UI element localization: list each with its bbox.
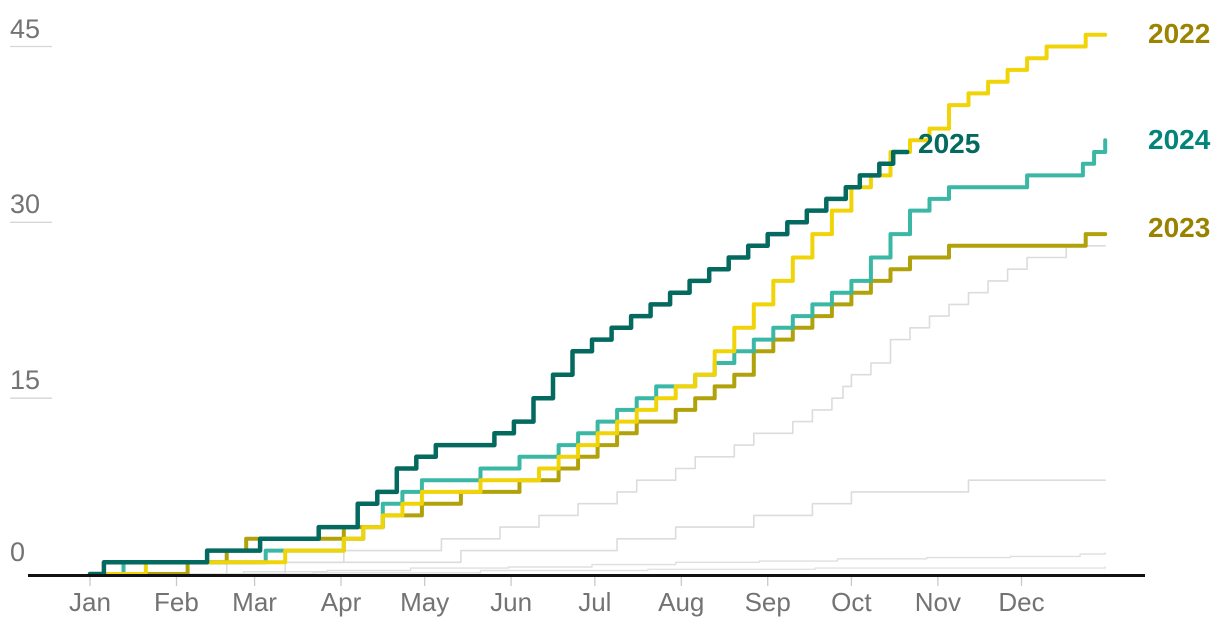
series-label-2025: 2025 bbox=[918, 128, 981, 159]
x-axis-label-jan: Jan bbox=[69, 587, 111, 617]
x-axis-label-aug: Aug bbox=[658, 587, 705, 617]
y-axis-label-15: 15 bbox=[10, 365, 41, 396]
series-label-2024: 2024 bbox=[1148, 124, 1211, 155]
year-line-earlier-year-2 bbox=[89, 479, 1106, 575]
x-axis-label-jun: Jun bbox=[490, 587, 533, 617]
x-axis-label-may: May bbox=[400, 587, 450, 617]
year-line-2025 bbox=[87, 149, 910, 577]
x-axis-label-apr: Apr bbox=[320, 587, 362, 617]
year-line-2024 bbox=[88, 138, 1108, 576]
y-axis-label-45: 45 bbox=[10, 13, 41, 44]
year-line-earlier-year-1 bbox=[89, 245, 1106, 575]
x-axis-label-sep: Sep bbox=[744, 587, 791, 617]
series-label-2022: 2022 bbox=[1148, 18, 1211, 49]
y-axis-label-30: 30 bbox=[10, 189, 41, 220]
x-axis-label-feb: Feb bbox=[154, 587, 199, 617]
year-line-earlier-year-3 bbox=[89, 552, 1106, 575]
year-line-earlier-year-4 bbox=[89, 566, 1106, 575]
year-line-2023 bbox=[88, 232, 1108, 576]
series-label-2023: 2023 bbox=[1148, 212, 1211, 243]
x-axis-label-nov: Nov bbox=[914, 587, 961, 617]
year-line-2022 bbox=[88, 32, 1108, 576]
x-axis-label-mar: Mar bbox=[232, 587, 277, 617]
x-axis-label-dec: Dec bbox=[998, 587, 1045, 617]
y-axis-label-0: 0 bbox=[10, 537, 26, 567]
x-axis-label-jul: Jul bbox=[578, 587, 612, 617]
x-axis-label-oct: Oct bbox=[831, 587, 872, 617]
